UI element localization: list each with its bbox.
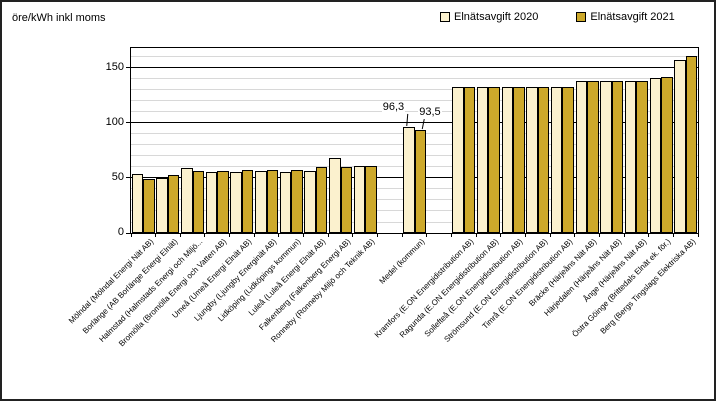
data-callout-label: 93,5 — [418, 106, 442, 119]
bar — [241, 170, 254, 233]
bar — [217, 171, 229, 233]
x-axis-tick — [500, 233, 502, 237]
major-gridline — [131, 67, 698, 69]
data-callout-label: 96,3 — [381, 100, 406, 113]
x-axis-tick — [524, 233, 526, 237]
x-axis-tick — [598, 233, 600, 237]
x-axis-tick — [253, 233, 255, 237]
legend-swatch-2021 — [576, 12, 587, 22]
y-axis-tick — [126, 232, 130, 234]
y-axis-title: öre/kWh inkl moms — [12, 12, 106, 24]
legend-item-2020: Elnätsavgift 2020 — [440, 11, 538, 23]
bar — [501, 86, 514, 233]
bar — [131, 173, 144, 233]
x-axis-tick — [204, 233, 206, 237]
minor-gridline — [131, 78, 698, 80]
bar — [575, 81, 588, 233]
x-axis-tick — [303, 233, 305, 237]
bar — [365, 165, 377, 233]
bar — [587, 81, 599, 233]
bar — [143, 179, 155, 233]
x-axis-tick — [155, 233, 157, 237]
x-axis-tick — [426, 233, 428, 237]
x-axis-tick — [130, 233, 132, 237]
y-axis-tick — [126, 67, 130, 69]
y-axis-tick-label: 50 — [111, 170, 124, 183]
legend-item-2021: Elnätsavgift 2021 — [576, 11, 675, 23]
legend-label-2021: Elnätsavgift 2021 — [590, 11, 675, 23]
x-axis-tick — [327, 233, 329, 237]
bar — [403, 126, 415, 233]
bar — [279, 171, 292, 233]
x-axis-tick — [278, 233, 280, 237]
x-axis-tick — [549, 233, 551, 237]
x-axis-tick — [229, 233, 231, 237]
x-axis-tick — [697, 233, 699, 237]
bar — [550, 86, 563, 233]
x-axis-tick — [450, 233, 452, 237]
major-gridline — [131, 122, 698, 124]
x-axis-tick — [377, 233, 379, 237]
bar — [611, 81, 624, 233]
x-axis-tick — [475, 233, 477, 237]
y-axis-tick — [126, 177, 130, 179]
y-axis-tick-label: 150 — [105, 60, 124, 73]
legend-swatch-2020 — [440, 12, 450, 22]
bar — [192, 171, 205, 233]
minor-gridline — [131, 111, 698, 113]
bar — [353, 165, 366, 233]
bar — [488, 86, 500, 233]
y-axis-tick-label: 100 — [105, 115, 124, 128]
x-axis-tick — [179, 233, 181, 237]
x-axis-tick — [623, 233, 625, 237]
bar — [315, 167, 328, 233]
plot-area: 96,3 93,5 — [126, 47, 699, 237]
bar — [649, 77, 662, 233]
bar — [636, 81, 648, 233]
x-axis-tick — [672, 233, 674, 237]
bar — [513, 86, 525, 233]
legend: Elnätsavgift 2020 Elnätsavgift 2021 — [440, 11, 675, 23]
minor-gridline — [131, 89, 698, 91]
bar — [414, 130, 426, 233]
bar — [205, 172, 218, 233]
legend-label-2020: Elnätsavgift 2020 — [454, 11, 539, 23]
bar — [661, 76, 673, 233]
bar — [685, 55, 698, 233]
bar — [266, 169, 279, 233]
bar — [674, 60, 686, 233]
bar — [156, 177, 168, 233]
bar — [526, 86, 538, 233]
bar — [230, 171, 242, 233]
bar — [476, 86, 489, 233]
bar — [304, 171, 316, 233]
y-axis-tick-label: 0 — [117, 226, 124, 238]
bar — [167, 174, 180, 233]
y-axis-tick — [126, 122, 130, 124]
x-axis-tick — [401, 233, 403, 237]
bar — [291, 169, 303, 233]
bar — [255, 171, 267, 233]
bar — [537, 86, 550, 233]
bar — [340, 167, 353, 233]
x-axis-tick — [574, 233, 576, 237]
x-axis-tick — [352, 233, 354, 237]
bar — [329, 158, 341, 233]
bar — [562, 86, 574, 233]
bar — [452, 86, 464, 233]
minor-gridline — [131, 56, 698, 58]
x-axis-labels: Mölndal (Mölndal Energi Nät AB) Borlänge … — [66, 235, 697, 399]
minor-gridline — [131, 100, 698, 102]
x-axis-tick — [648, 233, 650, 237]
bar — [624, 81, 637, 233]
bar — [600, 81, 612, 233]
bar — [463, 86, 476, 233]
bar — [181, 168, 193, 233]
